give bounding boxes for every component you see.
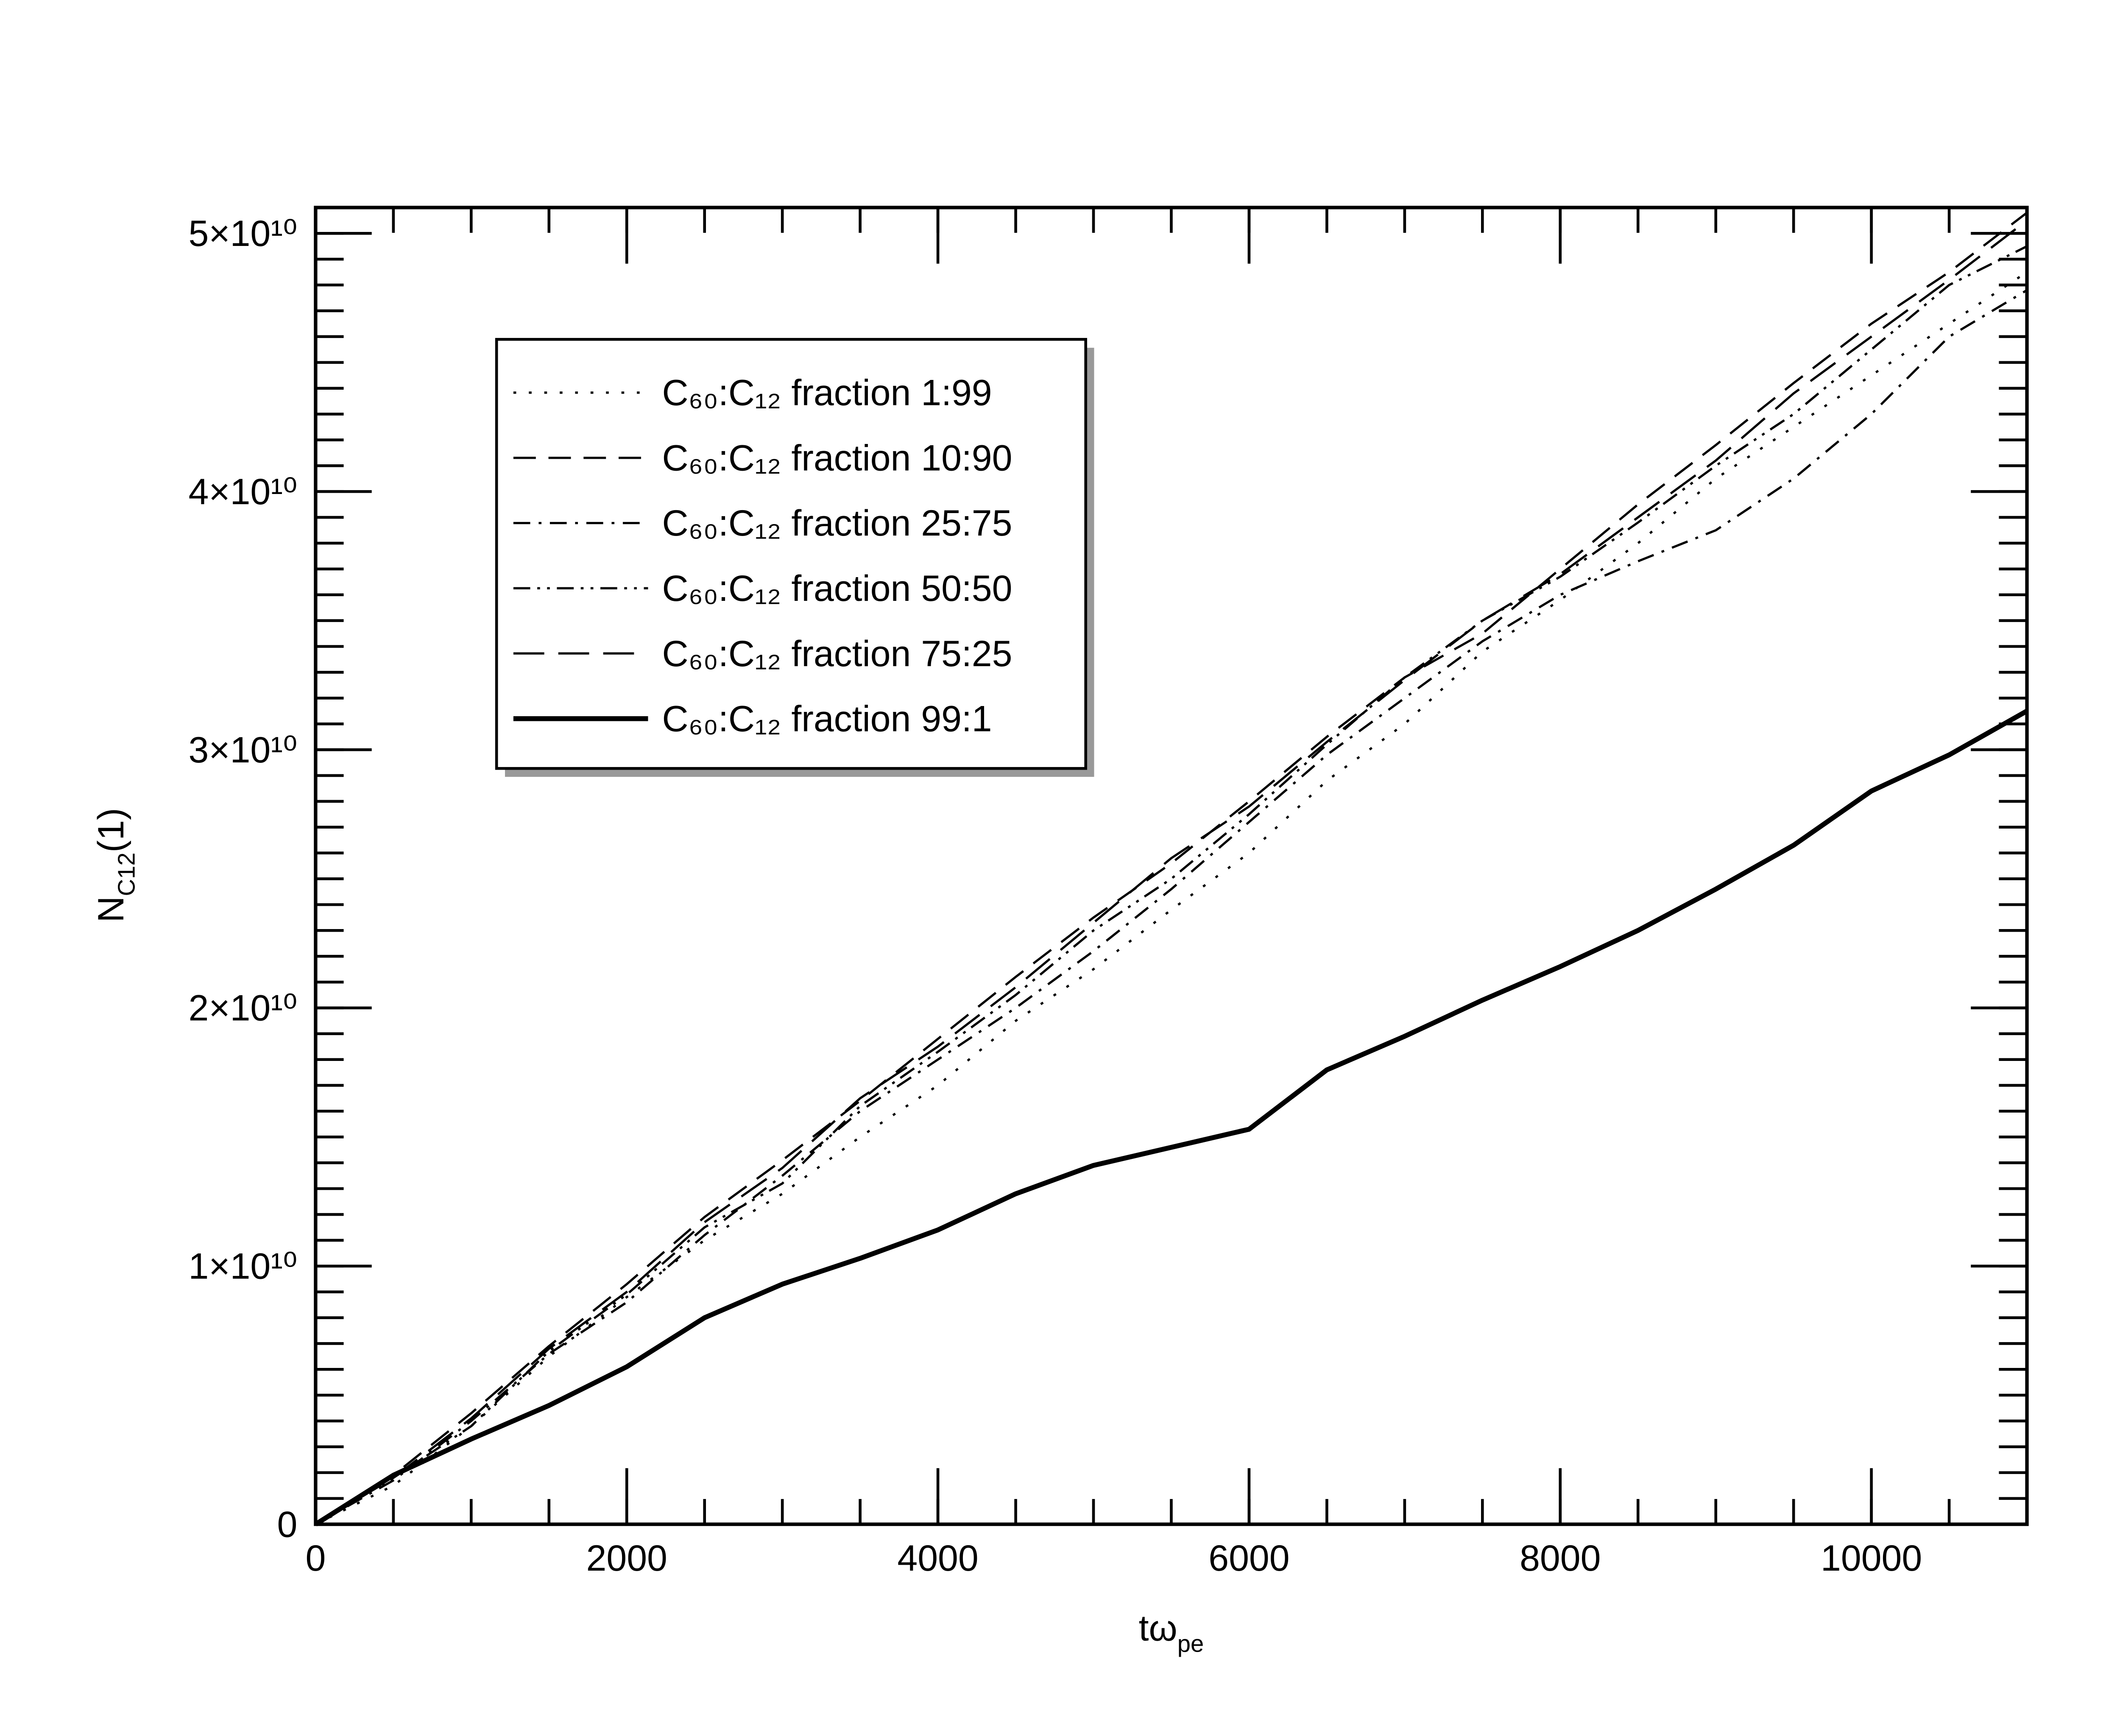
- series-line: [315, 289, 2028, 1525]
- x-tick-label: 6000: [1208, 1538, 1289, 1579]
- y-tick-label: 3×10¹⁰: [189, 730, 298, 770]
- x-tick-label: 0: [305, 1538, 326, 1579]
- x-tick-label: 4000: [897, 1538, 978, 1579]
- legend-box: [495, 338, 1087, 770]
- y-tick-label: 4×10¹⁰: [189, 472, 298, 512]
- x-tick-label: 2000: [586, 1538, 667, 1579]
- x-tick-label: 8000: [1520, 1538, 1601, 1579]
- y-tick-label: 1×10¹⁰: [189, 1246, 298, 1287]
- x-tick-label: 10000: [1821, 1538, 1922, 1579]
- y-axis-label: NC12(1): [91, 808, 139, 922]
- series-line: [315, 219, 2028, 1525]
- plot-frame: [314, 206, 2029, 1526]
- series-line: [315, 212, 2028, 1525]
- y-label-sub: C12: [113, 852, 140, 896]
- y-label-text: N: [91, 896, 131, 922]
- x-label-sub: pe: [1177, 1630, 1204, 1657]
- legend-label: C₆₀:C₁₂ fraction 10:90: [662, 438, 1013, 478]
- series-line: [315, 245, 2028, 1525]
- series-line: [314, 709, 2028, 1527]
- y-label-suffix: (1): [91, 808, 131, 852]
- legend-label: C₆₀:C₁₂ fraction 25:75: [662, 503, 1013, 544]
- legend-label: C₆₀:C₁₂ fraction 50:50: [662, 568, 1013, 609]
- x-label-text: tω: [1139, 1608, 1177, 1649]
- x-axis-label: tωpe: [1139, 1608, 1204, 1657]
- legend-label: C₆₀:C₁₂ fraction 99:1: [662, 699, 992, 740]
- y-tick-label: 2×10¹⁰: [189, 988, 298, 1029]
- y-tick-label: 0: [277, 1504, 298, 1545]
- legend-label: C₆₀:C₁₂ fraction 75:25: [662, 634, 1013, 674]
- y-tick-label: 5×10¹⁰: [189, 213, 298, 254]
- legend-label: C₆₀:C₁₂ fraction 1:99: [662, 373, 992, 413]
